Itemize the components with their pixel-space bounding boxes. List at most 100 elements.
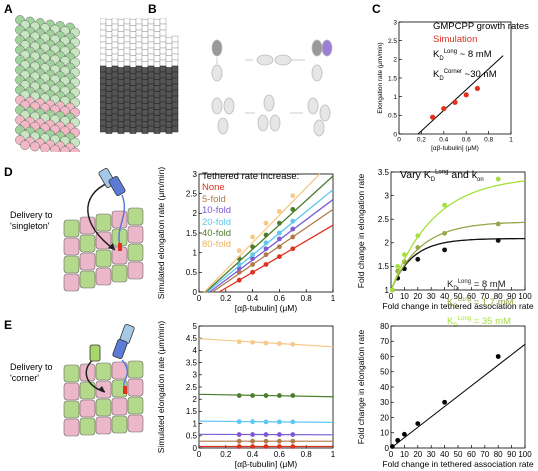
x-tick-label: 70 bbox=[480, 450, 489, 459]
y-axis-label: Fold change in elongation rate bbox=[356, 330, 366, 445]
lattice-cell bbox=[100, 83, 107, 91]
chart-e-mid: 0 0.2 0.4 0.6 0.8 1 0 0.5 1 1.5 2 2.5 3 3.5 4 4.5 5 [αβ-t… bbox=[156, 321, 336, 469]
y-tick-label: 20 bbox=[380, 413, 389, 422]
lattice-cell bbox=[100, 18, 107, 25]
data-point bbox=[495, 354, 501, 359]
x-tick-label: 0.6 bbox=[274, 294, 286, 303]
lattice-cell bbox=[117, 55, 125, 62]
y-tick-label: 2 bbox=[393, 57, 397, 64]
lattice-cell bbox=[100, 65, 107, 73]
data-point bbox=[452, 99, 458, 105]
data-point bbox=[395, 264, 401, 269]
y-tick-label: 2 bbox=[385, 239, 390, 248]
lattice-cell bbox=[129, 97, 137, 104]
lattice-cell bbox=[171, 83, 179, 91]
lattice-cell bbox=[159, 113, 167, 121]
lattice-cell bbox=[105, 25, 113, 32]
lattice-cell bbox=[171, 53, 179, 61]
lattice-cell bbox=[171, 101, 179, 109]
lattice-cell bbox=[165, 43, 173, 50]
lattice-cell bbox=[135, 71, 143, 79]
y-axis-label: Fold change in elongation rate bbox=[356, 174, 366, 289]
x-tick-label: 90 bbox=[507, 450, 516, 459]
y-tick-label: 0 bbox=[193, 444, 198, 453]
x-tick-label: 80 bbox=[494, 450, 503, 459]
lattice-cell bbox=[165, 49, 173, 56]
legend-c: GMPCPP growth rates Simulation KDLong ~ … bbox=[433, 20, 529, 86]
lattice-cell bbox=[129, 43, 137, 50]
lattice-cell bbox=[129, 103, 137, 110]
data-point bbox=[263, 419, 269, 425]
lattice-cell bbox=[159, 41, 167, 49]
lattice-cell bbox=[159, 29, 167, 37]
lattice-cell bbox=[141, 31, 149, 38]
lattice-cell bbox=[117, 85, 125, 92]
lattice-cell bbox=[135, 107, 143, 115]
lattice-cell bbox=[135, 47, 143, 55]
data-point bbox=[250, 252, 255, 258]
y-tick-label: 70 bbox=[380, 337, 389, 346]
lattice-cell bbox=[105, 115, 113, 122]
data-point bbox=[277, 244, 282, 250]
lattice-cell bbox=[171, 113, 179, 121]
lattice-cell bbox=[117, 79, 125, 86]
data-point bbox=[236, 277, 242, 283]
x-axis-label: [αβ-tubulin] (μM) bbox=[431, 145, 479, 152]
lattice-cell bbox=[111, 59, 119, 67]
x-tick-label: 30 bbox=[427, 292, 436, 301]
lattice-cell bbox=[129, 115, 137, 122]
y-tick-label: 3.5 bbox=[186, 358, 198, 367]
x-tick-label: 0.2 bbox=[220, 450, 232, 459]
data-point bbox=[495, 221, 501, 227]
y-tick-label: 60 bbox=[380, 352, 389, 361]
data-point bbox=[415, 421, 421, 426]
lattice-subunit bbox=[95, 213, 112, 232]
lattice-cell bbox=[159, 83, 167, 91]
y-tick-label: 1 bbox=[193, 419, 198, 428]
lattice-cell bbox=[129, 19, 137, 26]
data-point bbox=[250, 269, 255, 275]
lattice-cell bbox=[105, 19, 113, 26]
singleton-delivery-illustration bbox=[63, 168, 144, 292]
lattice-cell bbox=[159, 89, 167, 97]
fit-line bbox=[390, 343, 526, 449]
legend-d: Tethered rate increase: None 5-fold 10-f… bbox=[202, 171, 299, 251]
lattice-cell bbox=[141, 109, 149, 116]
lattice-cell bbox=[147, 77, 155, 85]
lattice-cell bbox=[117, 121, 125, 128]
x-tick-label: 0.6 bbox=[462, 137, 471, 144]
lattice-cell bbox=[171, 89, 179, 97]
x-tick-label: 0.4 bbox=[247, 294, 259, 303]
x-tick-label: 30 bbox=[427, 450, 436, 459]
lattice-subunit bbox=[111, 210, 128, 229]
lattice-cell bbox=[141, 43, 149, 50]
data-point bbox=[250, 262, 255, 267]
lattice-cell bbox=[100, 101, 107, 109]
data-point bbox=[236, 432, 242, 437]
data-point bbox=[236, 438, 242, 444]
lattice-cell bbox=[147, 95, 155, 103]
lattice-cell bbox=[159, 35, 167, 43]
data-point bbox=[290, 444, 296, 449]
data-point bbox=[290, 193, 296, 199]
lattice-subunit bbox=[63, 364, 80, 383]
data-point bbox=[250, 444, 255, 449]
y-tick-label: 3 bbox=[393, 19, 397, 26]
lattice-cell bbox=[111, 47, 119, 55]
lattice-cell bbox=[147, 119, 155, 127]
data-point bbox=[263, 246, 269, 252]
tubulin-ball bbox=[30, 141, 40, 152]
lattice-subunit bbox=[127, 360, 144, 379]
lattice-cell bbox=[147, 89, 155, 97]
lattice-cell bbox=[159, 23, 167, 31]
x-tick-label: 0.2 bbox=[417, 137, 426, 144]
lattice-cell bbox=[129, 25, 137, 32]
data-point bbox=[250, 393, 255, 398]
data-point bbox=[290, 218, 296, 224]
lattice-cell bbox=[123, 59, 131, 67]
x-tick-label: 100 bbox=[518, 292, 532, 301]
y-tick-label: 2 bbox=[193, 209, 198, 218]
lattice-cell bbox=[135, 59, 143, 67]
lattice-cell bbox=[153, 79, 161, 86]
x-tick-label: 50 bbox=[454, 450, 463, 459]
